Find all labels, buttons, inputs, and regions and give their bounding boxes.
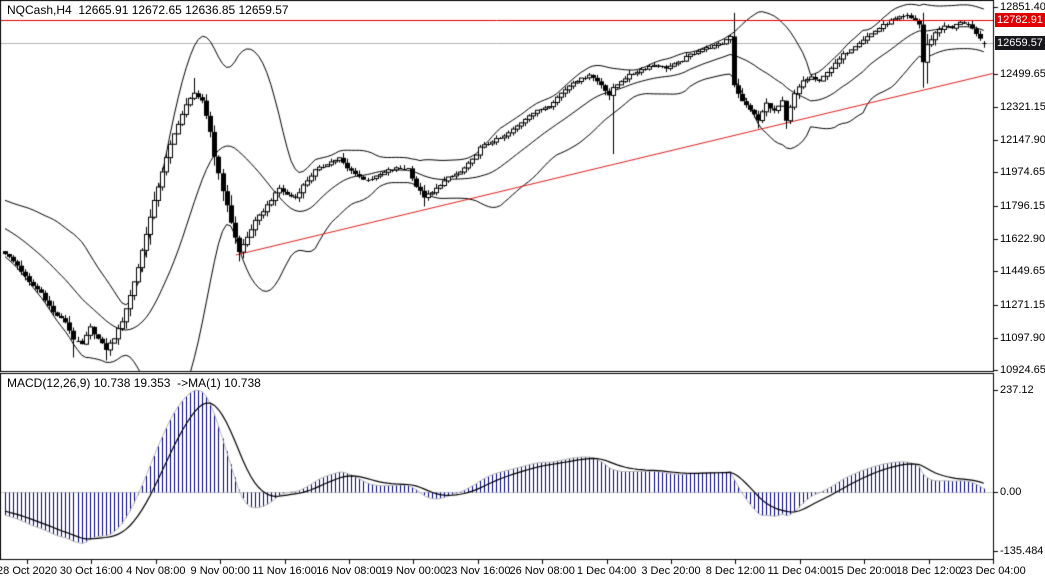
price-axis-label: 11796.15	[1000, 200, 1045, 213]
time-axis-label: 19 Nov 00:00	[380, 565, 447, 577]
time-axis-label: 11 Nov 16:00	[252, 565, 317, 577]
price-axis-label: 12147.90	[1000, 133, 1045, 146]
time-axis-label: 23 Nov 16:00	[445, 565, 511, 577]
bid-price-badge: 12659.57	[995, 36, 1045, 51]
macd-axis-label: -135.484	[1000, 544, 1044, 557]
time-axis-label: 16 Nov 08:00	[316, 565, 382, 577]
price-axis-label: 11449.65	[1000, 265, 1045, 278]
price-axis-label: 12499.65	[1000, 67, 1045, 80]
time-axis-label: 28 Oct 2020	[0, 565, 57, 577]
price-axis-label: 10924.65	[1000, 364, 1045, 377]
time-axis-label: 11 Dec 04:00	[767, 565, 833, 577]
price-axis-label: 12321.15	[1000, 101, 1045, 114]
symbol-ohlc-title: NQCash,H4 12665.91 12672.65 12636.85 126…	[7, 3, 289, 17]
time-axis-label: 4 Nov 08:00	[126, 565, 186, 577]
macd-axis-label: 237.12	[1000, 384, 1034, 397]
time-axis-label: 3 Dec 20:00	[641, 565, 701, 577]
macd-indicator-label: MACD(12,26,9) 10.738 19.353 ->MA(1) 10.7…	[7, 376, 261, 390]
price-axis-label: 12851.40	[1000, 1, 1045, 14]
time-axis-label: 23 Dec 04:00	[960, 565, 1026, 577]
price-line-badge[interactable]: 12782.91	[995, 13, 1045, 28]
time-axis-label: 9 Nov 00:00	[190, 565, 250, 577]
macd-axis-label: 0.00	[1000, 486, 1022, 499]
time-axis-label: 30 Oct 16:00	[59, 565, 123, 577]
price-axis-label: 11271.15	[1000, 298, 1045, 311]
time-axis-label: 8 Dec 12:00	[705, 565, 766, 577]
price-axis-label: 11974.65	[1000, 166, 1045, 179]
time-axis-label: 15 Dec 20:00	[831, 565, 897, 577]
time-axis-label: 26 Nov 08:00	[509, 565, 575, 577]
price-axis-label: 11097.90	[1000, 331, 1045, 344]
price-axis-label: 11622.90	[1000, 232, 1045, 245]
time-axis-label: 1 Dec 04:00	[576, 565, 637, 577]
time-axis-label: 18 Dec 12:00	[895, 565, 962, 577]
